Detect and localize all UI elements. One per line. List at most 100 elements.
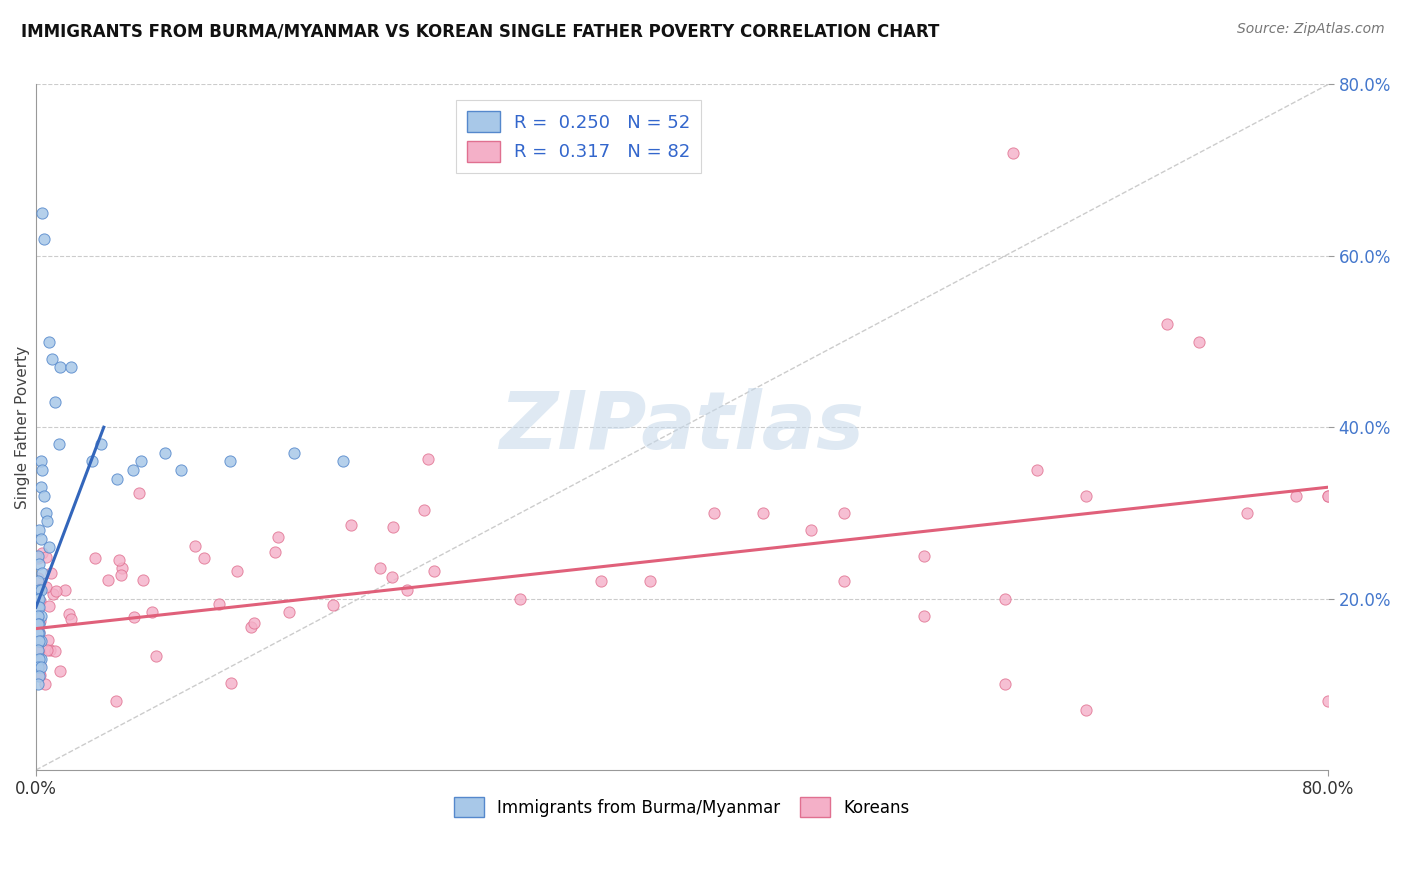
Point bbox=[27, 551, 49, 566]
Point bbox=[110, 568, 132, 582]
Point bbox=[591, 574, 613, 589]
Point bbox=[912, 608, 935, 623]
Point bbox=[832, 506, 855, 520]
Point bbox=[27, 660, 49, 674]
Text: ZIPatlas: ZIPatlas bbox=[499, 388, 865, 467]
Point bbox=[28, 558, 51, 572]
Point bbox=[122, 609, 145, 624]
Point bbox=[49, 360, 72, 375]
Point bbox=[339, 518, 361, 533]
Point bbox=[396, 582, 419, 597]
Point bbox=[105, 472, 128, 486]
Point bbox=[416, 452, 439, 467]
Point bbox=[111, 561, 134, 575]
Point bbox=[108, 553, 131, 567]
Point bbox=[34, 550, 56, 565]
Point bbox=[30, 668, 52, 682]
Point bbox=[28, 617, 51, 632]
Point bbox=[800, 523, 823, 537]
Point bbox=[38, 334, 60, 349]
Point bbox=[30, 594, 52, 608]
Point bbox=[27, 571, 49, 585]
Point bbox=[30, 582, 52, 597]
Legend: Immigrants from Burma/Myanmar, Koreans: Immigrants from Burma/Myanmar, Koreans bbox=[447, 791, 917, 823]
Point bbox=[27, 591, 49, 606]
Point bbox=[264, 545, 287, 559]
Point bbox=[53, 583, 76, 598]
Point bbox=[27, 640, 49, 654]
Point bbox=[90, 437, 112, 451]
Point bbox=[242, 615, 264, 630]
Point bbox=[219, 675, 242, 690]
Point bbox=[208, 597, 231, 611]
Point bbox=[1188, 334, 1211, 349]
Point bbox=[38, 540, 60, 554]
Point bbox=[27, 657, 49, 671]
Point bbox=[239, 620, 262, 634]
Point bbox=[1317, 489, 1340, 503]
Point bbox=[35, 580, 58, 594]
Point bbox=[37, 515, 59, 529]
Point bbox=[28, 591, 51, 606]
Point bbox=[27, 643, 49, 657]
Point bbox=[59, 611, 82, 625]
Point bbox=[27, 645, 49, 659]
Point bbox=[27, 608, 49, 623]
Point bbox=[45, 584, 67, 599]
Point bbox=[994, 591, 1017, 606]
Point bbox=[48, 437, 70, 451]
Point bbox=[368, 561, 391, 575]
Y-axis label: Single Father Poverty: Single Father Poverty bbox=[15, 346, 31, 508]
Point bbox=[27, 626, 49, 640]
Point bbox=[30, 532, 52, 546]
Point bbox=[145, 649, 167, 664]
Point bbox=[703, 506, 725, 520]
Point bbox=[30, 651, 52, 665]
Point bbox=[28, 634, 51, 648]
Point bbox=[28, 651, 51, 665]
Point bbox=[30, 660, 52, 674]
Point bbox=[38, 599, 60, 614]
Point bbox=[1002, 146, 1025, 161]
Point bbox=[153, 446, 176, 460]
Point bbox=[267, 530, 290, 544]
Point bbox=[638, 574, 661, 589]
Point bbox=[28, 626, 51, 640]
Point bbox=[44, 644, 66, 658]
Point bbox=[30, 634, 52, 648]
Point bbox=[1317, 694, 1340, 708]
Point bbox=[27, 677, 49, 691]
Point bbox=[1026, 463, 1049, 477]
Point bbox=[332, 454, 354, 468]
Point bbox=[28, 625, 51, 640]
Point bbox=[32, 232, 55, 246]
Point bbox=[30, 454, 52, 468]
Point bbox=[28, 582, 51, 596]
Point bbox=[1285, 489, 1308, 503]
Point bbox=[128, 485, 150, 500]
Point bbox=[27, 574, 49, 589]
Point bbox=[31, 206, 53, 220]
Point bbox=[381, 570, 404, 584]
Point bbox=[423, 564, 446, 578]
Point bbox=[912, 549, 935, 563]
Point bbox=[30, 480, 52, 494]
Point bbox=[322, 598, 344, 612]
Point bbox=[28, 658, 51, 673]
Point bbox=[60, 360, 83, 375]
Point bbox=[41, 351, 63, 366]
Point bbox=[27, 600, 49, 615]
Point bbox=[39, 643, 62, 657]
Point bbox=[84, 551, 107, 566]
Point bbox=[1156, 318, 1178, 332]
Point bbox=[34, 677, 56, 691]
Point bbox=[34, 506, 56, 520]
Point bbox=[27, 602, 49, 616]
Text: Source: ZipAtlas.com: Source: ZipAtlas.com bbox=[1237, 22, 1385, 37]
Point bbox=[27, 667, 49, 681]
Point bbox=[278, 605, 301, 619]
Point bbox=[141, 605, 163, 619]
Point bbox=[37, 632, 59, 647]
Point bbox=[105, 694, 128, 708]
Text: IMMIGRANTS FROM BURMA/MYANMAR VS KOREAN SINGLE FATHER POVERTY CORRELATION CHART: IMMIGRANTS FROM BURMA/MYANMAR VS KOREAN … bbox=[21, 22, 939, 40]
